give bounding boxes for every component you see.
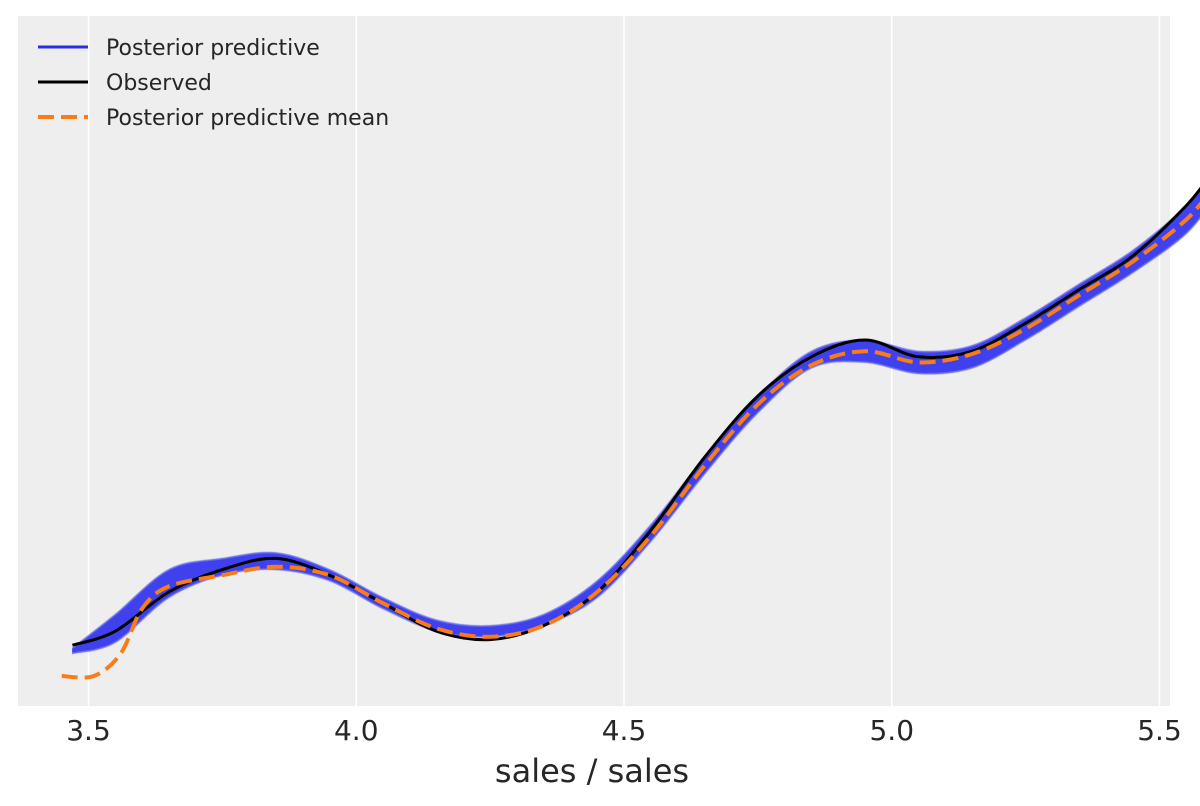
- legend-label: Posterior predictive: [106, 36, 320, 61]
- posterior-predictive-mean-line: [61, 201, 1200, 680]
- x-axis-title: sales / sales: [495, 752, 689, 790]
- series-layer: [61, 186, 1200, 680]
- x-tick-labels: 3.54.04.55.05.56.06.57.07.5: [66, 714, 1182, 747]
- x-tick-label: 5.0: [869, 714, 914, 747]
- x-tick-label: 5.5: [1137, 714, 1182, 747]
- observed-line: [71, 186, 1200, 647]
- x-tick-label: 4.0: [334, 714, 379, 747]
- legend: Posterior predictive Observed Posterior pr…: [38, 36, 389, 131]
- x-tick-label: 3.5: [66, 714, 111, 747]
- legend-label: Posterior predictive mean: [106, 106, 389, 131]
- x-tick-label: 4.5: [602, 714, 647, 747]
- legend-label: Observed: [106, 71, 212, 96]
